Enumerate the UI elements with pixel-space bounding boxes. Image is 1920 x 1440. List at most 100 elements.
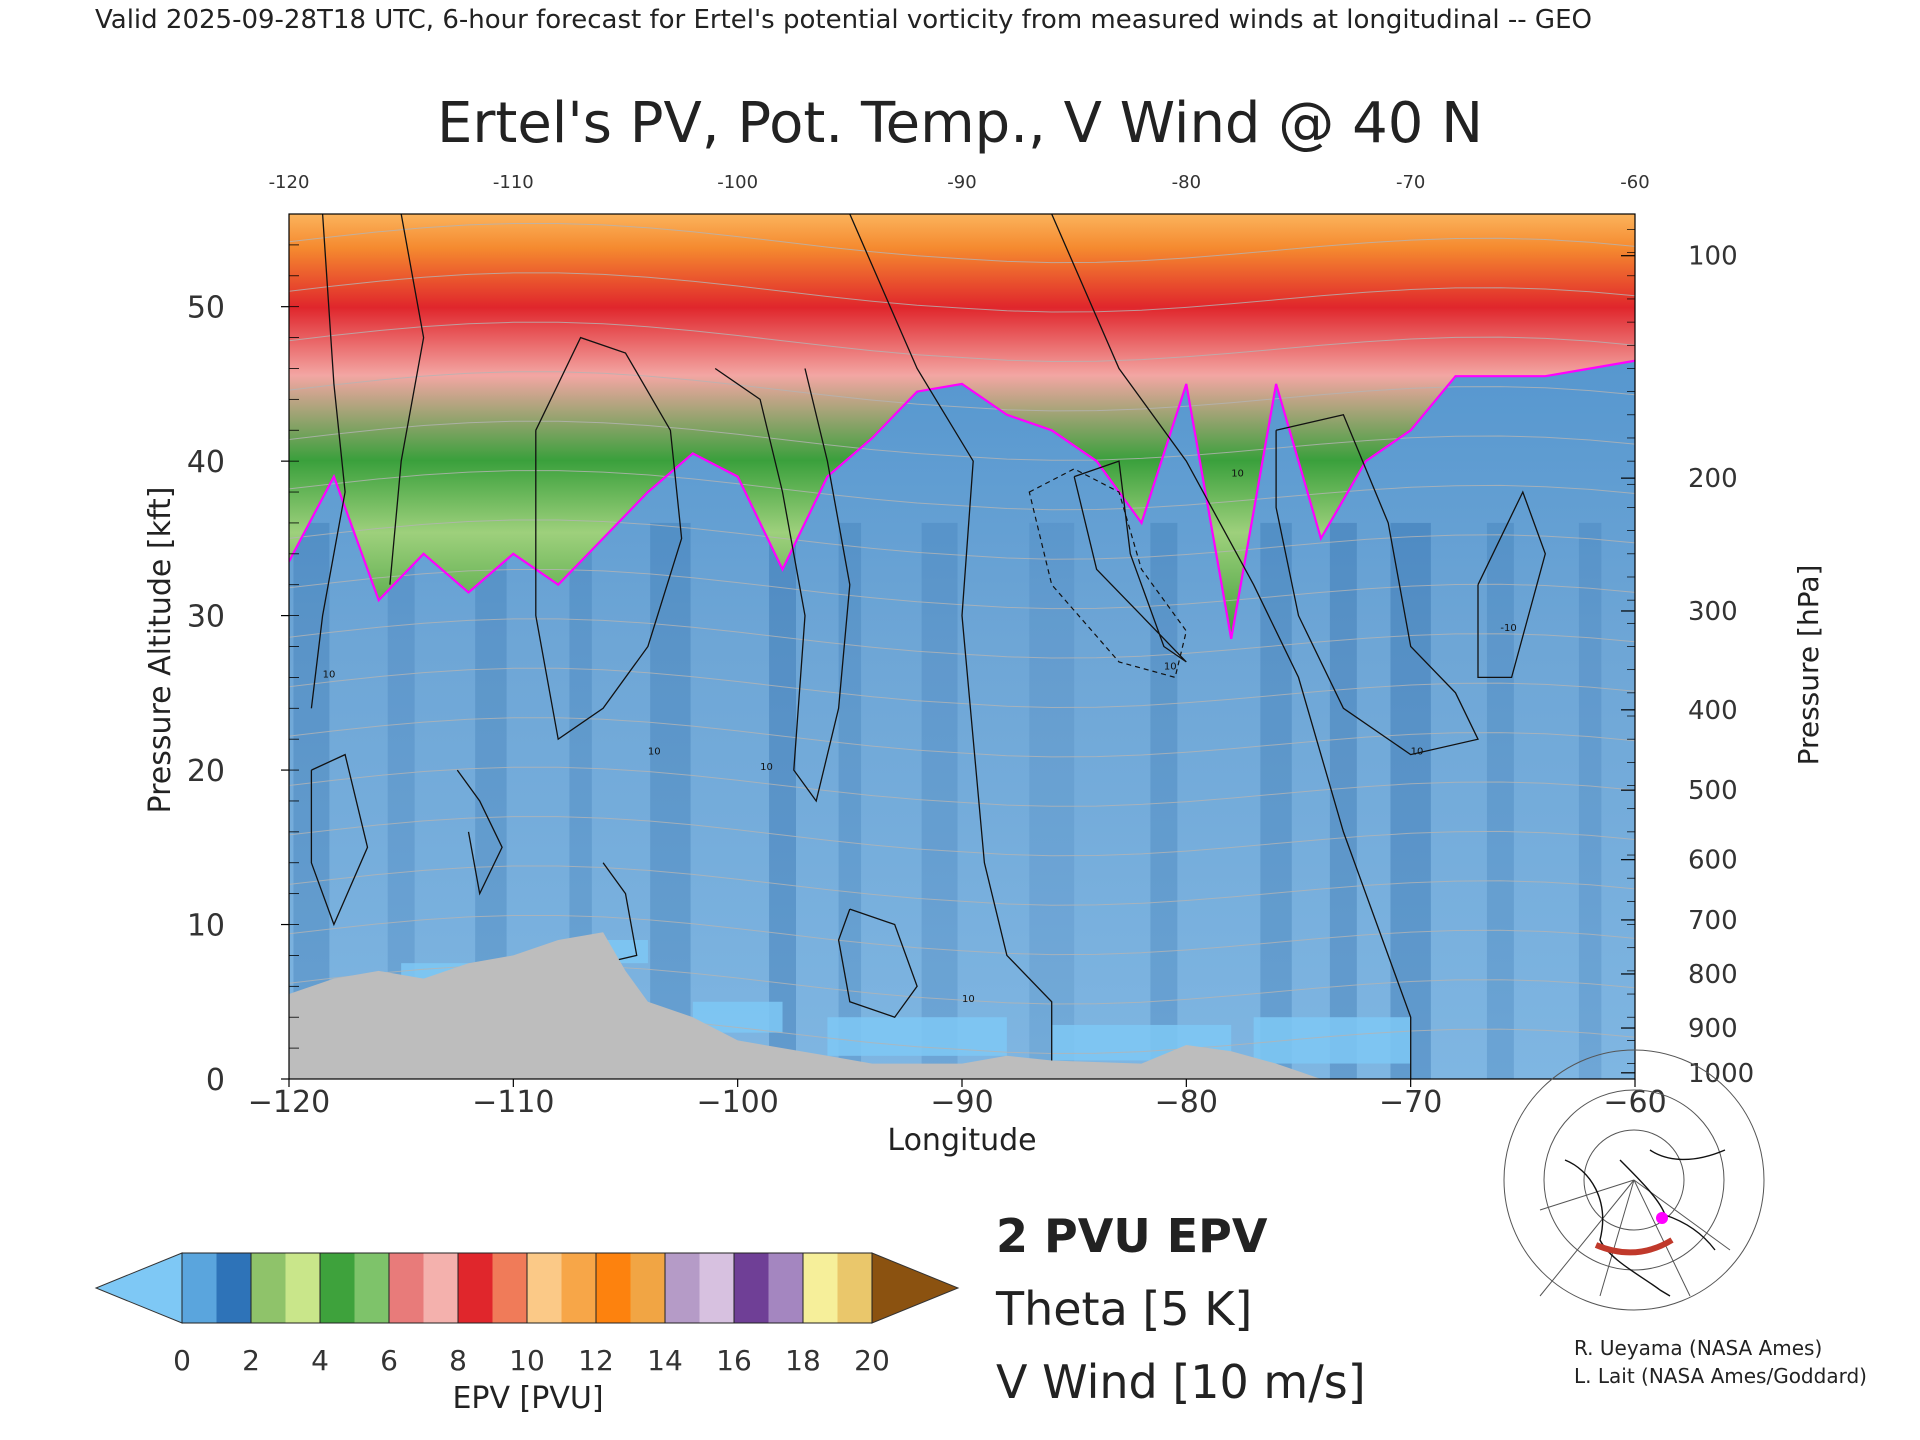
p-tick-label: 1000 xyxy=(1688,1059,1754,1089)
y-axis-left: 0 10 20 30 40 50 xyxy=(187,213,299,1098)
colorbar-segment xyxy=(285,1253,321,1323)
colorbar-segment xyxy=(320,1253,355,1323)
colorbar-segment xyxy=(630,1253,666,1323)
colorbar-segment xyxy=(423,1253,459,1323)
theta-line xyxy=(289,519,1635,560)
theta-line xyxy=(289,865,1635,906)
top-tick-label: -110 xyxy=(493,172,534,193)
theta-line xyxy=(289,618,1635,659)
legend-epv: 2 PVU EPV xyxy=(996,1209,1268,1263)
x-axis-label: Longitude xyxy=(887,1123,1036,1158)
x-tick-label: −90 xyxy=(930,1085,993,1120)
x-tick-label: −110 xyxy=(472,1085,554,1120)
wind-contour xyxy=(535,336,683,741)
colorbar-segment xyxy=(492,1253,528,1323)
theta-line xyxy=(289,569,1635,610)
top-tick-label: -100 xyxy=(717,172,758,193)
colorbar-tick-label: 6 xyxy=(380,1344,398,1377)
top-tick-label: -120 xyxy=(269,172,310,193)
terrain-mask xyxy=(289,932,1635,1079)
theta-line xyxy=(289,717,1635,758)
x-tick-label: −70 xyxy=(1379,1085,1442,1120)
colorbar-under-arrow xyxy=(94,1252,183,1324)
y-tick-label: 0 xyxy=(206,1063,225,1098)
wind-contour xyxy=(310,214,346,709)
legend-vwind: V Wind [10 m/s] xyxy=(996,1355,1366,1409)
colorbar-tick-label: 20 xyxy=(854,1344,890,1377)
p-tick-label: 300 xyxy=(1688,597,1738,627)
wind-contour-label: 10 xyxy=(1164,662,1177,673)
colorbar-segment xyxy=(527,1253,562,1323)
colorbar-label: EPV [PVU] xyxy=(452,1381,603,1416)
y-axis-label-right: Pressure [hPa] xyxy=(1792,565,1825,766)
pv-band xyxy=(1150,522,1178,1079)
wind-contour xyxy=(310,753,369,927)
theta-line xyxy=(289,816,1635,857)
colorbar-tick-label: 14 xyxy=(647,1344,683,1377)
colorbar-over-arrow xyxy=(871,1252,960,1324)
p-tick-label: 400 xyxy=(1688,696,1738,726)
colorbar-segment xyxy=(458,1253,493,1323)
wind-contour-label: 10 xyxy=(962,994,975,1005)
v-wind-contours: 10 10 10 10 10 10 -10 10 xyxy=(310,214,1546,1079)
colorbar-tick-label: 12 xyxy=(578,1344,614,1377)
wind-contour-label: 10 xyxy=(760,762,773,773)
colorbar-tick-label: 18 xyxy=(785,1344,821,1377)
wind-contour-label: -10 xyxy=(1500,623,1516,634)
wind-contour xyxy=(389,214,425,585)
colorbar-segment xyxy=(251,1253,286,1323)
pv-band xyxy=(1486,522,1514,1079)
section-line xyxy=(1594,1237,1674,1256)
wind-contour-label: 10 xyxy=(648,747,661,758)
y-tick-label: 50 xyxy=(187,291,225,326)
theta-line xyxy=(289,470,1635,511)
pvu2-contour xyxy=(289,359,1635,639)
top-tick-label: -60 xyxy=(1620,172,1649,193)
credit-line-1: R. Ueyama (NASA Ames) xyxy=(1574,1336,1822,1360)
colorbar-tick-label: 0 xyxy=(173,1344,191,1377)
wind-contour-label: 10 xyxy=(323,669,336,680)
colorbar-segment xyxy=(182,1253,217,1323)
colorbar-segment xyxy=(665,1253,700,1323)
theta-line xyxy=(289,915,1635,956)
y-axis-label: Pressure Altitude [kft] xyxy=(143,487,178,814)
wind-contour xyxy=(456,769,503,896)
pv-band xyxy=(1578,522,1602,1079)
x-axis: −120 −110 −100 −90 −80 −70 −60 xyxy=(248,1079,1667,1120)
pv-band xyxy=(650,522,691,1079)
colorbar-tick-label: 10 xyxy=(509,1344,545,1377)
theta-line xyxy=(289,223,1635,264)
top-tick-label: -90 xyxy=(947,172,976,193)
wind-contour xyxy=(714,367,851,803)
colorbar-segment xyxy=(734,1253,769,1323)
colorbar: 0 2 4 6 8 10 12 14 16 18 20 xyxy=(94,1252,960,1377)
wind-contour xyxy=(1477,490,1546,679)
y-axis-right: 100 200 300 400 500 600 700 800 900 1000 xyxy=(1621,229,1754,1089)
y-tick-label: 20 xyxy=(187,754,225,789)
wind-contour xyxy=(849,214,1053,1079)
plot-area: 10 10 10 10 10 10 -10 10 xyxy=(289,214,1635,1079)
x-tick-label: −80 xyxy=(1155,1085,1218,1120)
y-tick-label: 30 xyxy=(187,600,225,635)
pv-band xyxy=(1390,522,1431,1079)
low-pv-pocket xyxy=(827,1017,1007,1056)
wind-contour xyxy=(1275,414,1479,756)
theta-line xyxy=(289,766,1635,807)
colorbar-tick-label: 4 xyxy=(311,1344,329,1377)
colorbar-tick-label: 16 xyxy=(716,1344,752,1377)
colorbar-tick-label: 2 xyxy=(242,1344,260,1377)
top-axis: -120 -110 -100 -90 -80 -70 -60 xyxy=(269,172,1650,193)
colorbar-segment xyxy=(768,1253,804,1323)
colorbar-segment xyxy=(837,1253,873,1323)
theta-line xyxy=(289,321,1635,363)
p-tick-label: 900 xyxy=(1688,1014,1738,1044)
colorbar-segment xyxy=(354,1253,390,1323)
p-tick-label: 800 xyxy=(1688,960,1738,990)
wind-contour xyxy=(1051,214,1412,1079)
wind-contour xyxy=(1073,460,1187,663)
p-tick-label: 100 xyxy=(1688,242,1738,272)
colorbar-segment xyxy=(389,1253,424,1323)
credit-line-2: L. Lait (NASA Ames/Goddard) xyxy=(1574,1364,1867,1388)
location-marker-icon xyxy=(1656,1212,1668,1224)
x-tick-label: −60 xyxy=(1603,1085,1666,1120)
